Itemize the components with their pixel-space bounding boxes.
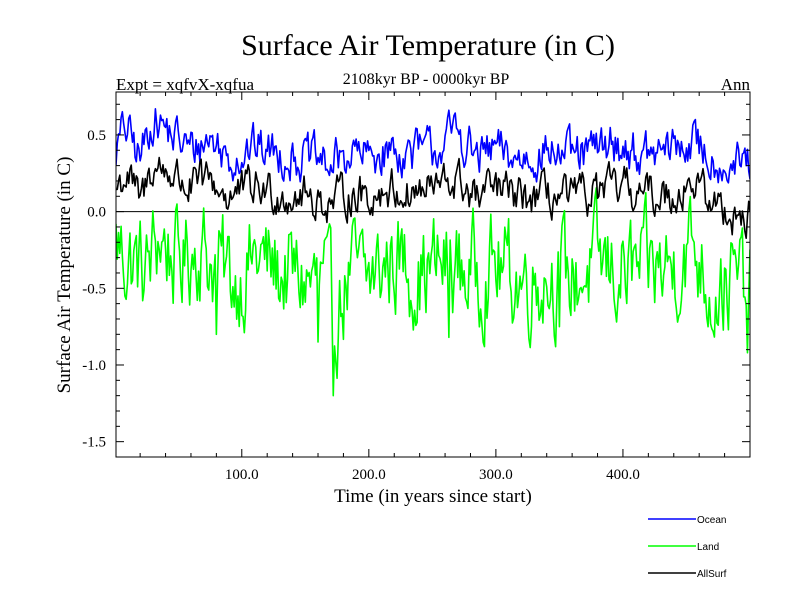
x-axis-label: Time (in years since start)	[334, 486, 532, 507]
chart-title: Surface Air Temperature (in C)	[241, 29, 615, 62]
series-group	[116, 108, 750, 397]
axis-ticks: 100.0 200.0 300.0 400.0 -1.5 -1.0 -0.5 0.0 0.5	[82, 92, 750, 483]
series-line-land	[116, 187, 750, 397]
series-line-ocean	[116, 108, 750, 184]
x-tick-label: 100.0	[225, 467, 259, 483]
y-tick-label: 0.5	[87, 128, 106, 144]
y-tick-label: -1.0	[82, 358, 106, 374]
x-tick-label: 400.0	[606, 467, 640, 483]
season-label: Ann	[721, 75, 751, 94]
series-line-allsurf	[116, 156, 750, 239]
x-tick-label: 200.0	[352, 467, 386, 483]
y-tick-label: -0.5	[82, 281, 106, 297]
y-tick-label: -1.5	[82, 435, 106, 451]
x-tick-label: 300.0	[479, 467, 513, 483]
experiment-label: Expt = xqfvX-xqfua	[116, 75, 254, 94]
chart-subtitle: 2108kyr BP - 0000kyr BP	[343, 71, 510, 88]
legend-label-ocean: Ocean	[697, 515, 726, 526]
legend: Ocean Land AllSurf	[648, 515, 727, 580]
plot-frame	[115, 91, 751, 458]
y-tick-label: 0.0	[87, 205, 106, 221]
legend-label-allsurf: AllSurf	[697, 569, 727, 580]
y-axis-label: Surface Air Temperature (in C)	[54, 157, 75, 394]
legend-label-land: Land	[697, 542, 719, 553]
